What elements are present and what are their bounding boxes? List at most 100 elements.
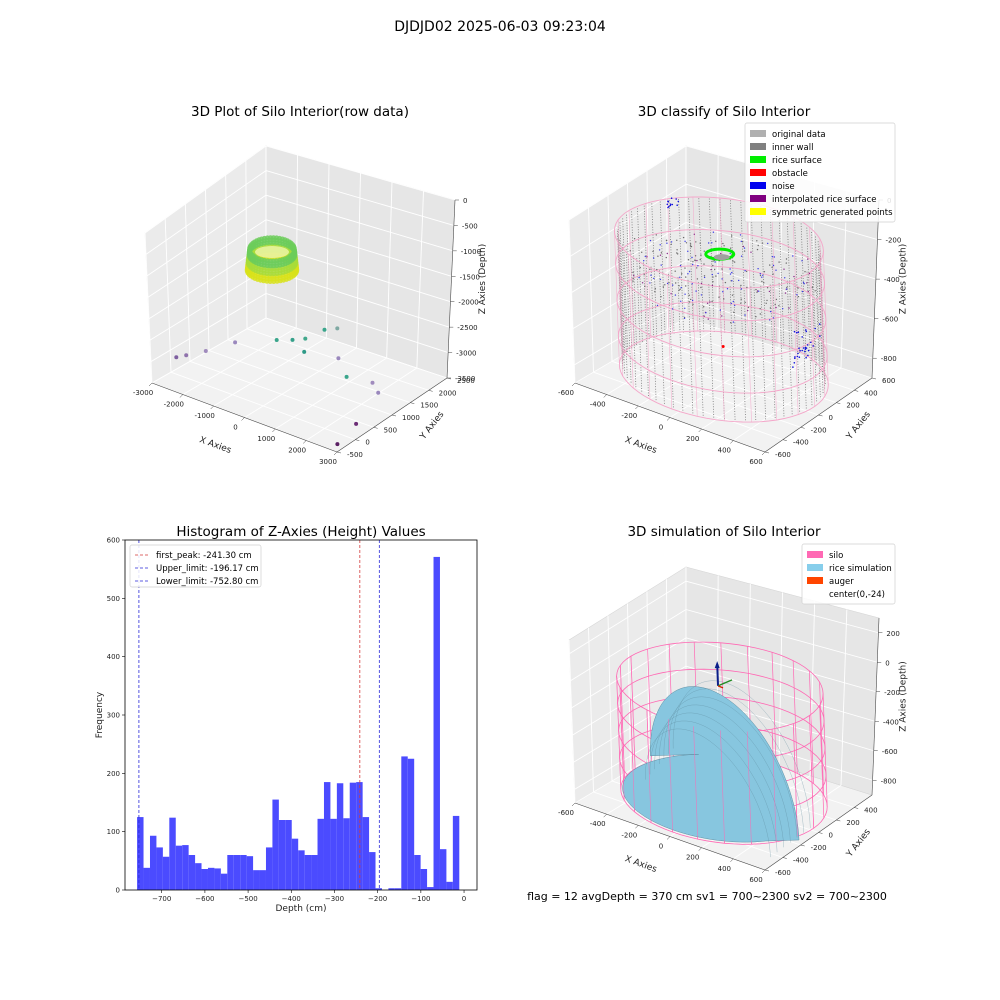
z-tick-label: -400 — [883, 718, 899, 726]
interior-point — [712, 276, 714, 278]
histogram-bar — [401, 756, 408, 890]
x-tick — [241, 417, 245, 421]
y-tick-label: -600 — [775, 869, 791, 877]
histogram-bar — [420, 869, 428, 890]
outlier-point — [370, 380, 375, 385]
legend-label: Lower_limit: -752.80 cm — [156, 577, 258, 587]
interior-point — [666, 252, 668, 255]
histogram-bar — [278, 820, 286, 890]
interior-point — [649, 239, 652, 242]
interior-point — [683, 316, 686, 319]
z-tick-label: -3000 — [456, 350, 476, 358]
silo-vertical-front — [809, 715, 814, 829]
noise-point — [807, 354, 809, 357]
histogram-bar — [220, 873, 228, 890]
interior-point — [755, 316, 757, 318]
inner-wall-post — [769, 208, 776, 344]
histogram-bar — [427, 887, 434, 890]
interior-point — [729, 252, 731, 255]
interior-point — [785, 262, 787, 264]
silo-vertical — [809, 227, 815, 362]
silo-vertical-front — [668, 719, 673, 833]
y-tick-label: 600 — [882, 377, 895, 385]
interior-point — [759, 274, 762, 277]
legend-box — [801, 543, 896, 605]
noise-point — [792, 366, 794, 368]
histogram-bar — [433, 556, 440, 890]
legend-label: symmetric generated points — [772, 208, 893, 218]
interior-point — [693, 233, 695, 235]
x-tick-label: 0 — [233, 424, 237, 432]
noise-point — [805, 329, 807, 331]
x-tick-label: -2000 — [164, 401, 184, 409]
histogram-bar — [446, 881, 453, 890]
noise-point — [669, 203, 672, 205]
grid-line — [416, 190, 424, 369]
x-tick-label: -400 — [590, 820, 606, 828]
interior-point — [723, 298, 725, 300]
interior-point — [632, 280, 634, 282]
z-tick-label: 0 — [885, 659, 889, 667]
plot1-title: 3D Plot of Silo Interior(row data) — [191, 104, 409, 120]
interior-point — [700, 294, 703, 296]
histogram-bar — [311, 855, 318, 890]
interior-point — [683, 317, 686, 320]
interior-point — [660, 296, 662, 298]
inner-wall-post — [815, 236, 821, 371]
z-tick-label: -200 — [885, 237, 901, 245]
interior-point — [639, 266, 641, 269]
interior-point — [729, 247, 732, 249]
grid-line — [208, 350, 393, 416]
ring-inner-highlight — [255, 246, 289, 258]
center-y-axis — [717, 685, 724, 689]
silo-vertical-front — [693, 726, 699, 840]
y-tick-label: 200 — [107, 770, 120, 778]
noise-point — [675, 198, 677, 200]
outlier-point — [335, 442, 340, 447]
plot2-title: 3D classify of Silo Interior — [638, 104, 811, 120]
silo-vertical — [819, 682, 825, 795]
histogram-bar — [388, 888, 395, 890]
y-tick-label: 200 — [846, 402, 859, 410]
interior-point — [768, 290, 771, 293]
interior-point — [684, 240, 686, 242]
y-tick-label: 0 — [116, 887, 120, 895]
x-tick-label: −400 — [282, 895, 301, 903]
interior-point — [692, 263, 694, 266]
outlier-point — [302, 349, 307, 354]
z-tick-label: -800 — [881, 777, 897, 785]
mesh-line — [672, 680, 811, 828]
grid-line — [568, 145, 687, 221]
interior-point — [811, 286, 813, 289]
interior-point — [696, 259, 698, 262]
z-axis-label: Z Axies (Depth) — [478, 244, 488, 315]
y-tick — [782, 857, 787, 859]
histogram-bar — [452, 815, 460, 890]
grid-line — [667, 328, 855, 391]
histogram-bar — [233, 855, 241, 890]
interior-point — [730, 322, 732, 324]
histogram-bar — [253, 870, 260, 890]
grid-line — [648, 339, 837, 404]
x-tick-label: −500 — [238, 895, 257, 903]
silo-vertical — [746, 201, 752, 336]
silo-vertical — [617, 219, 624, 354]
inner-wall-post — [636, 258, 643, 393]
grid-line — [151, 317, 267, 384]
x-tick — [761, 869, 766, 874]
interior-point — [707, 318, 709, 320]
noise-point — [805, 330, 808, 333]
interior-point — [689, 245, 692, 247]
interior-point — [729, 268, 731, 270]
legend-label: silo — [829, 551, 843, 561]
outlier-point — [233, 340, 238, 345]
interior-point — [769, 307, 772, 309]
interior-point — [643, 260, 645, 262]
legend-label: inner wall — [772, 143, 813, 153]
interior-point — [771, 256, 774, 258]
grid-line — [627, 603, 631, 771]
noise-point — [810, 341, 812, 344]
noise-point — [667, 200, 669, 203]
x-axis-label: X Axies — [623, 854, 658, 875]
interior-point — [664, 284, 666, 286]
